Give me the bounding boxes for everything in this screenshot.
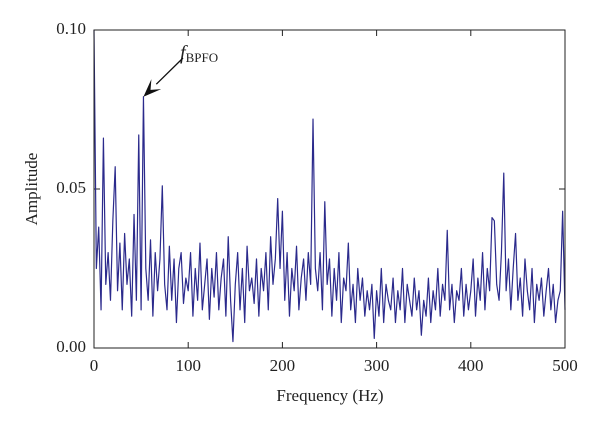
- x-tick-label: 400: [458, 356, 484, 375]
- x-tick-label: 200: [270, 356, 296, 375]
- annotation-arrow-head: [143, 79, 162, 97]
- line-series: [93, 29, 566, 343]
- x-tick-label: 100: [175, 356, 201, 375]
- y-tick-label: 0.05: [56, 178, 86, 197]
- y-tick-label: 0.10: [56, 19, 86, 38]
- annotation-subscript: BPFO: [186, 50, 219, 65]
- y-tick-label: 0.00: [56, 337, 86, 356]
- annotation: fBPFO: [180, 42, 218, 65]
- x-tick-label: 300: [364, 356, 390, 375]
- x-axis-label: Frequency (Hz): [276, 386, 383, 405]
- annotation-text: f: [180, 42, 188, 64]
- y-axis-label: Amplitude: [22, 153, 41, 226]
- x-tick-label: 0: [90, 356, 99, 375]
- x-tick-label: 500: [552, 356, 578, 375]
- plot-frame: [93, 29, 566, 349]
- annotation-arrow-shaft: [155, 57, 184, 85]
